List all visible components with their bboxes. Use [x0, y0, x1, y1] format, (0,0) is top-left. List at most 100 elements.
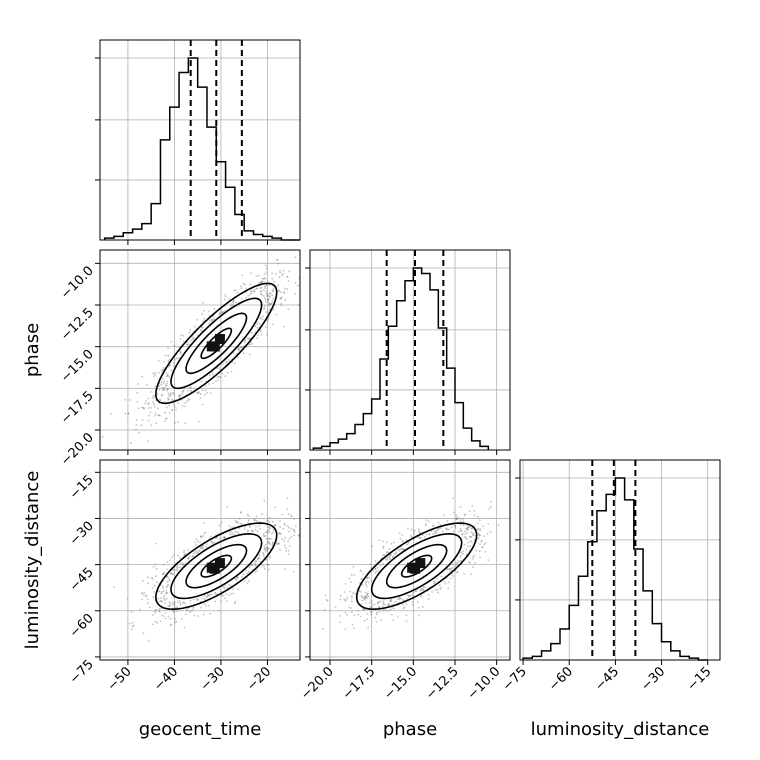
scatter-point — [240, 297, 243, 300]
scatter-point — [256, 569, 258, 572]
scatter-point — [247, 343, 250, 346]
scatter-point — [451, 573, 454, 575]
scatter-point — [283, 568, 286, 570]
scatter-point — [472, 566, 475, 569]
scatter-point — [191, 555, 194, 558]
scatter-point — [175, 620, 178, 623]
scatter-point — [236, 521, 239, 524]
histogram-panel-geocent_time — [95, 39, 301, 245]
scatter-point — [248, 353, 251, 356]
scatter-point — [287, 308, 290, 311]
scatter-point — [471, 527, 473, 530]
scatter-point — [246, 582, 249, 585]
scatter-point — [312, 542, 314, 544]
scatter-point — [182, 601, 185, 604]
scatter-point — [271, 300, 274, 303]
scatter-point — [152, 401, 155, 404]
scatter-point — [270, 302, 273, 305]
scatter-point — [272, 531, 275, 534]
scatter-point — [208, 310, 211, 313]
scatter-point — [181, 562, 184, 565]
scatter-point — [218, 313, 221, 316]
scatter-point — [305, 510, 307, 512]
scatter-point — [254, 570, 257, 573]
scatter-point — [366, 618, 368, 621]
scatter-point — [297, 284, 300, 287]
scatter-point — [231, 533, 234, 536]
scatter-point — [163, 571, 166, 574]
scatter-point — [192, 336, 195, 339]
scatter-point — [146, 602, 149, 604]
scatter-point — [147, 582, 149, 585]
scatter-point — [476, 528, 479, 531]
scatter-point — [266, 547, 269, 550]
scatter-point — [263, 307, 265, 310]
scatter-point — [167, 583, 170, 586]
scatter-point — [232, 301, 235, 304]
scatter-point — [154, 373, 157, 376]
scatter-point — [186, 609, 189, 611]
scatter-point — [195, 538, 198, 541]
scatter-point — [248, 566, 251, 569]
scatter-point — [179, 352, 182, 355]
scatter-point — [267, 547, 269, 550]
y-tick-label: −10.0 — [58, 264, 97, 303]
scatter-point — [351, 597, 353, 599]
scatter-point — [482, 546, 484, 548]
scatter-point — [370, 611, 373, 614]
scatter-point — [208, 322, 210, 325]
scatter-point — [283, 524, 286, 526]
scatter-point — [466, 524, 469, 527]
scatter-point — [137, 407, 140, 410]
scatter-point — [265, 547, 268, 550]
scatter-point — [158, 608, 161, 611]
scatter-point — [287, 553, 290, 556]
scatter-point — [196, 334, 199, 337]
scatter-point — [129, 622, 131, 625]
scatter-point — [164, 617, 167, 620]
scatter-point — [250, 292, 253, 295]
scatter-point — [265, 271, 268, 274]
scatter-point — [369, 606, 372, 609]
scatter-point — [413, 598, 416, 600]
scatter-point — [220, 521, 223, 524]
scatter-point — [256, 287, 259, 290]
scatter-point — [461, 533, 464, 536]
scatter-point — [224, 295, 227, 298]
scatter-point — [147, 402, 150, 405]
scatter-point — [200, 536, 203, 538]
scatter-point — [279, 533, 282, 535]
scatter-point — [260, 290, 263, 293]
scatter-point — [388, 557, 391, 560]
scatter-point — [408, 595, 410, 598]
scatter-point — [325, 598, 328, 601]
scatter-point — [292, 529, 295, 531]
scatter-point — [463, 572, 466, 575]
scatter-point — [166, 374, 169, 377]
scatter-point — [184, 405, 186, 408]
scatter-point — [207, 593, 210, 596]
scatter-point — [388, 547, 390, 550]
scatter-point — [267, 538, 270, 540]
scatter-point — [143, 407, 145, 410]
scatter-point — [160, 591, 163, 593]
scatter-point — [370, 567, 373, 570]
scatter-point — [425, 533, 428, 536]
scatter-point — [231, 531, 233, 534]
scatter-point — [220, 311, 223, 314]
scatter-point — [147, 640, 150, 642]
scatter-point — [339, 598, 342, 601]
scatter-point — [411, 593, 413, 596]
scatter-point — [452, 575, 454, 577]
scatter-point — [210, 541, 213, 544]
scatter-point — [268, 537, 271, 540]
scatter-point — [339, 594, 342, 597]
scatter-point — [263, 273, 266, 276]
scatter-point — [266, 295, 269, 297]
scatter-point — [382, 545, 385, 548]
scatter-point — [247, 519, 250, 522]
scatter-point — [322, 627, 324, 630]
scatter-point — [413, 530, 416, 533]
scatter-point — [387, 604, 390, 606]
